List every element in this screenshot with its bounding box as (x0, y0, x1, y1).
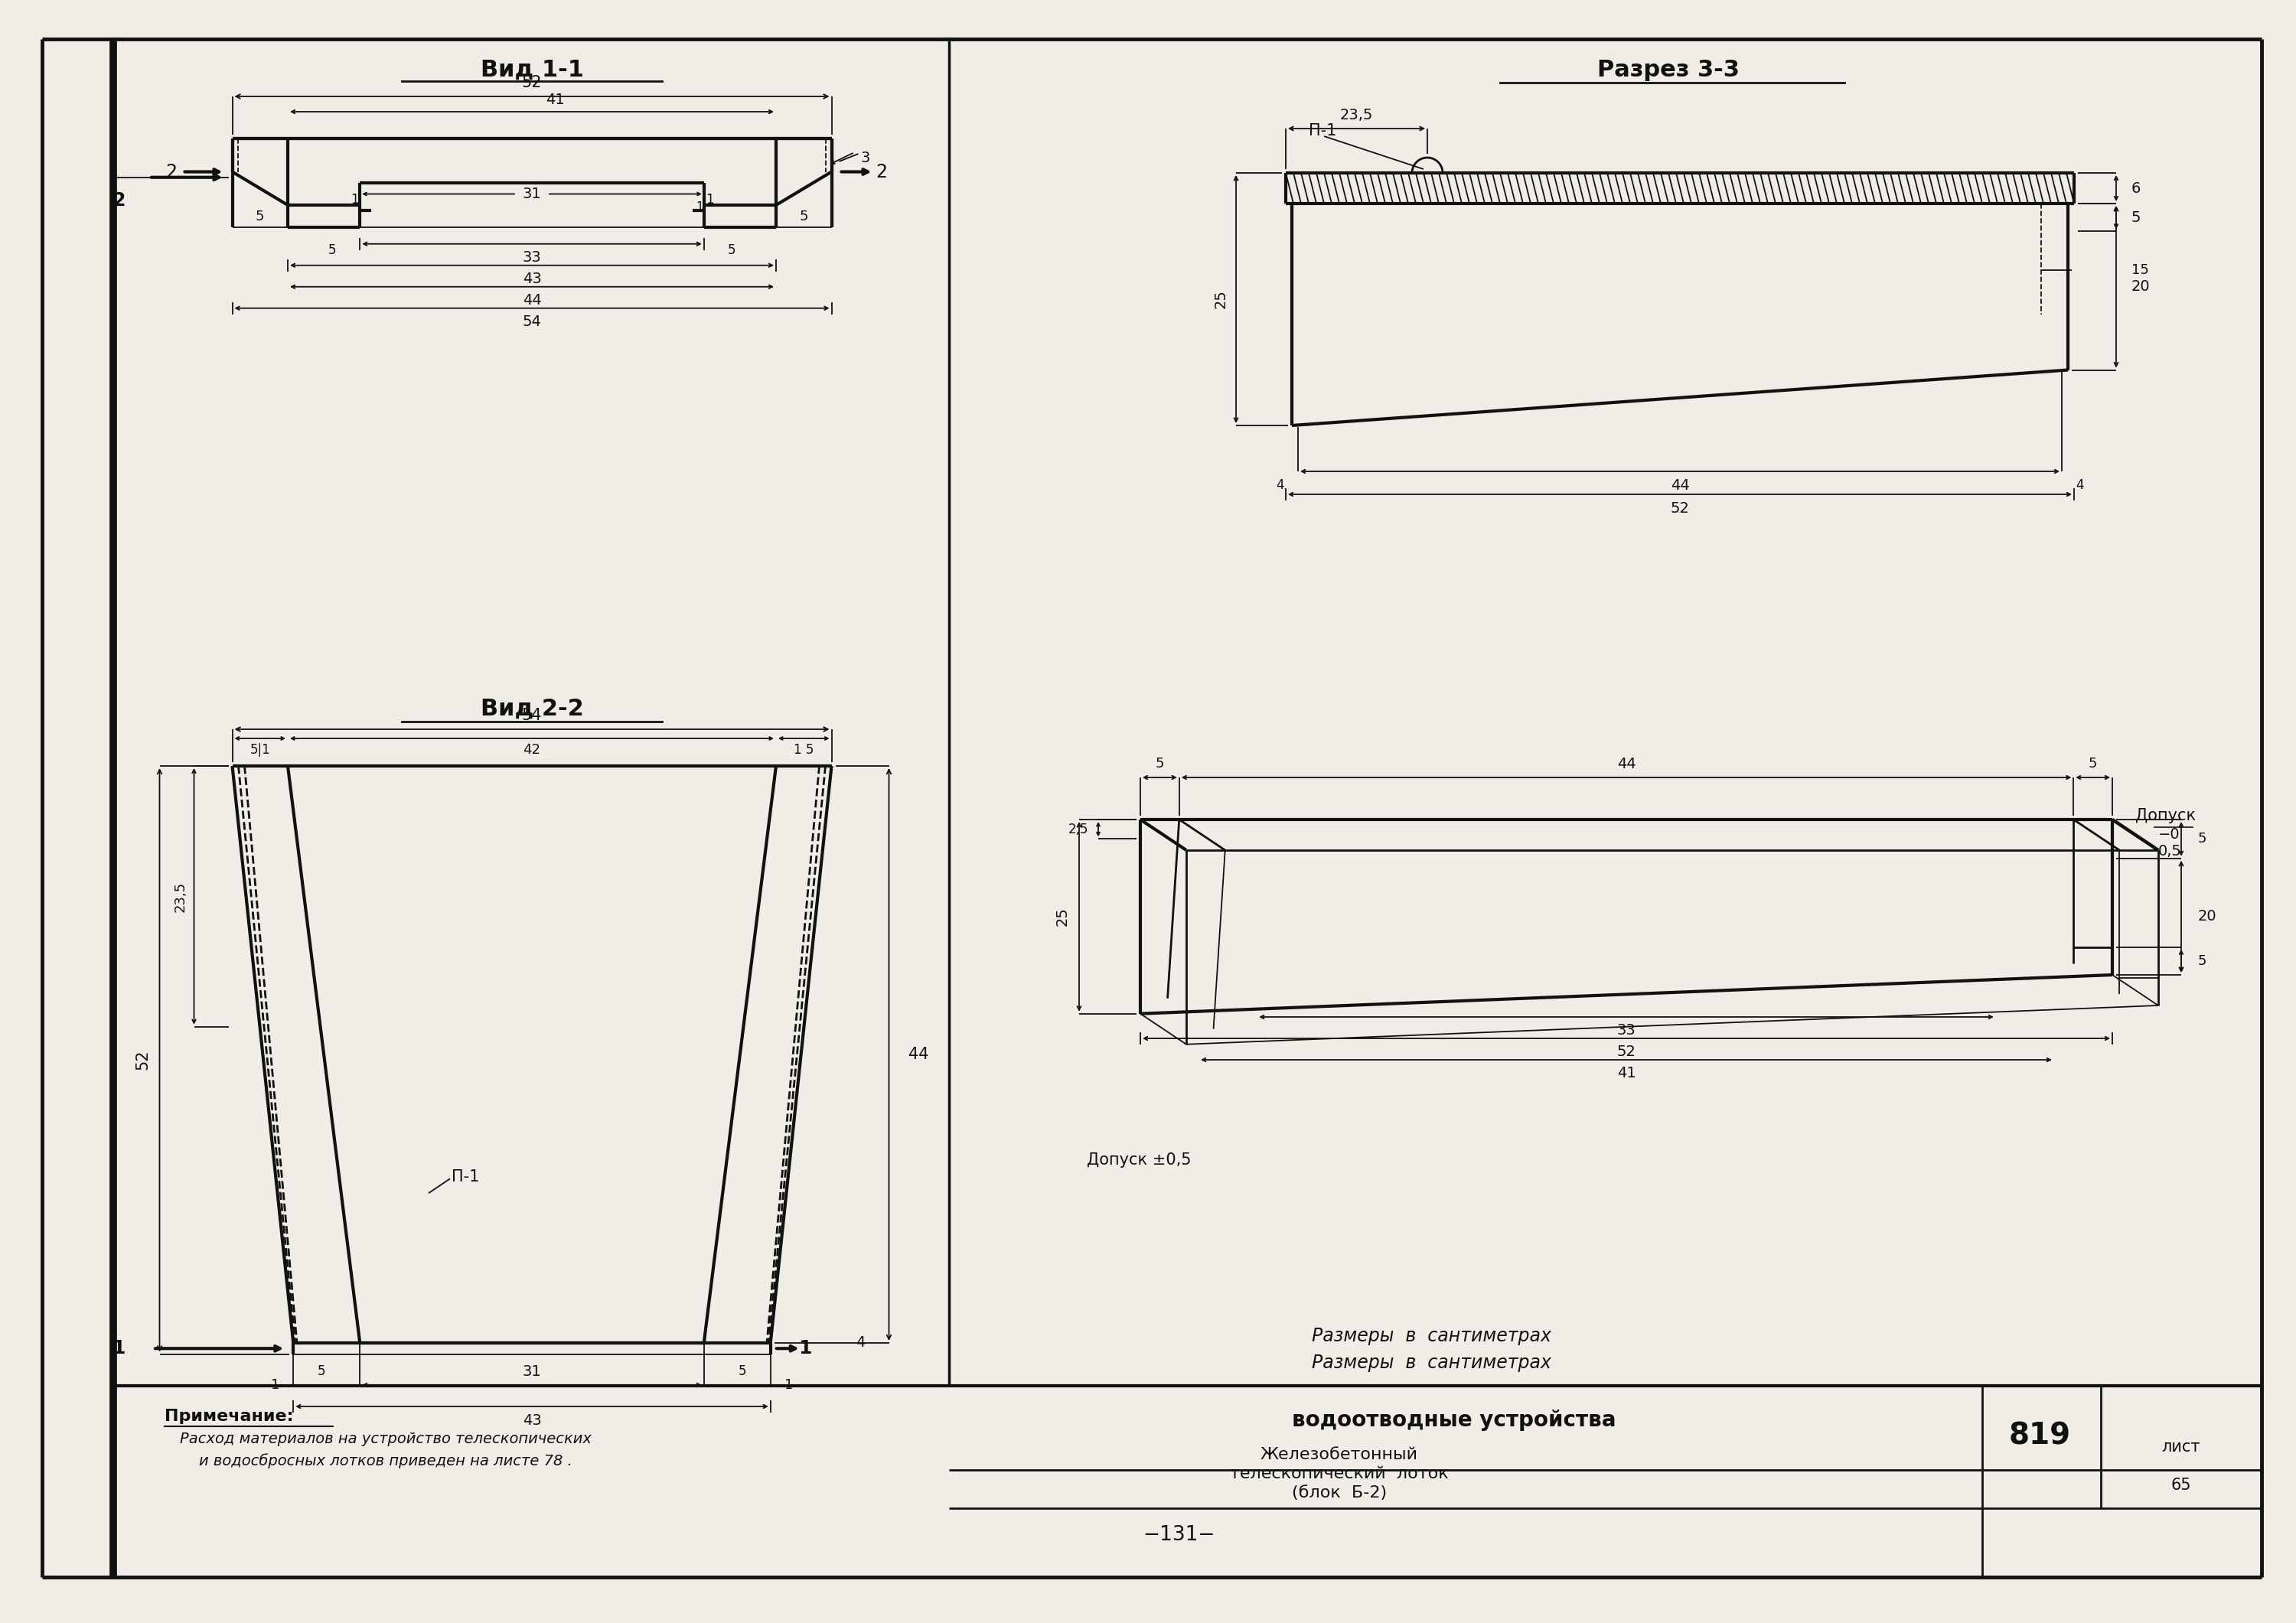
Text: −131−: −131− (1143, 1526, 1215, 1545)
Text: лист: лист (2163, 1440, 2200, 1454)
Text: 33: 33 (1616, 1024, 1635, 1039)
Text: 5: 5 (799, 209, 808, 222)
Text: 25: 25 (1212, 289, 1228, 308)
Text: 42: 42 (523, 743, 542, 756)
Text: телескопический  лоток: телескопический лоток (1231, 1466, 1449, 1482)
Text: 31: 31 (523, 187, 542, 201)
Text: Расход материалов на устройство телескопических: Расход материалов на устройство телескоп… (179, 1431, 592, 1446)
Text: 44: 44 (1616, 756, 1635, 771)
Text: 2: 2 (875, 162, 886, 182)
Text: 52: 52 (135, 1050, 152, 1070)
Text: 33: 33 (523, 250, 542, 265)
Text: 1: 1 (696, 201, 703, 213)
Text: Железобетонный: Железобетонный (1261, 1448, 1419, 1462)
Text: 1: 1 (705, 193, 714, 206)
Text: Разрез 3-3: Разрез 3-3 (1598, 58, 1740, 81)
Text: 54: 54 (521, 708, 542, 724)
Text: Допуск ±0,5: Допуск ±0,5 (1086, 1152, 1192, 1167)
Text: Размеры  в  сантиметрах: Размеры в сантиметрах (1311, 1328, 1552, 1345)
Text: 4: 4 (2076, 479, 2085, 492)
Text: 5: 5 (739, 1365, 746, 1378)
Text: 0,5: 0,5 (2158, 844, 2181, 859)
Text: 20: 20 (2131, 279, 2151, 294)
Text: 1: 1 (351, 193, 358, 206)
Text: 44: 44 (1671, 477, 1690, 492)
Text: 5|1: 5|1 (250, 743, 271, 756)
Text: 41: 41 (1616, 1066, 1635, 1081)
Text: 3: 3 (861, 151, 870, 166)
Text: 4: 4 (856, 1336, 866, 1350)
Text: Допуск: Допуск (2135, 808, 2195, 823)
Text: 5: 5 (255, 209, 264, 222)
Text: 5: 5 (2089, 756, 2096, 771)
Text: 15: 15 (2131, 263, 2149, 278)
Text: Вид 2-2: Вид 2-2 (480, 698, 583, 719)
Text: Размеры  в  сантиметрах: Размеры в сантиметрах (1311, 1354, 1552, 1371)
Text: 23,5: 23,5 (174, 881, 188, 912)
Text: 41: 41 (546, 93, 565, 107)
Text: 6: 6 (2131, 182, 2140, 195)
Text: 23,5: 23,5 (1341, 107, 1373, 122)
Text: 65: 65 (2172, 1477, 2190, 1493)
Text: 25: 25 (1054, 907, 1070, 927)
Text: 1: 1 (785, 1378, 792, 1393)
Text: 2,5: 2,5 (1068, 823, 1088, 836)
Text: 52: 52 (521, 75, 542, 91)
Text: 5: 5 (2131, 209, 2140, 224)
Text: 1 5: 1 5 (794, 743, 813, 756)
Text: Примечание:: Примечание: (165, 1409, 294, 1423)
Text: 1: 1 (799, 1339, 813, 1358)
Text: 31: 31 (523, 1363, 542, 1378)
Text: 5: 5 (328, 243, 335, 256)
Text: 43: 43 (523, 1414, 542, 1428)
Text: П-1: П-1 (452, 1169, 480, 1185)
Text: 819: 819 (2009, 1422, 2071, 1449)
Text: 44: 44 (523, 294, 542, 308)
Text: 44: 44 (907, 1047, 928, 1061)
Text: 2: 2 (165, 162, 177, 182)
Text: 5: 5 (2197, 833, 2206, 846)
Text: 20: 20 (2197, 909, 2218, 923)
Text: −0: −0 (2158, 828, 2181, 842)
Text: 4: 4 (1277, 479, 1283, 492)
Text: 5: 5 (728, 243, 735, 256)
Text: 1: 1 (271, 1378, 280, 1393)
Text: 5: 5 (2197, 954, 2206, 967)
Text: 52: 52 (1616, 1045, 1635, 1060)
Text: Вид 1-1: Вид 1-1 (480, 58, 583, 81)
Text: 54: 54 (523, 315, 542, 329)
Text: 1: 1 (113, 1339, 126, 1358)
Text: 5: 5 (1155, 756, 1164, 771)
Text: П-1: П-1 (1309, 123, 1336, 138)
Text: и водосбросных лотков приведен на листе 78 .: и водосбросных лотков приведен на листе … (200, 1453, 572, 1469)
Text: водоотводные устройства: водоотводные устройства (1293, 1409, 1616, 1431)
Text: 5: 5 (317, 1365, 326, 1378)
Text: 2: 2 (113, 192, 124, 209)
Text: (блок  Б-2): (блок Б-2) (1293, 1485, 1387, 1501)
Text: 43: 43 (523, 271, 542, 286)
Text: 52: 52 (1671, 502, 1690, 516)
